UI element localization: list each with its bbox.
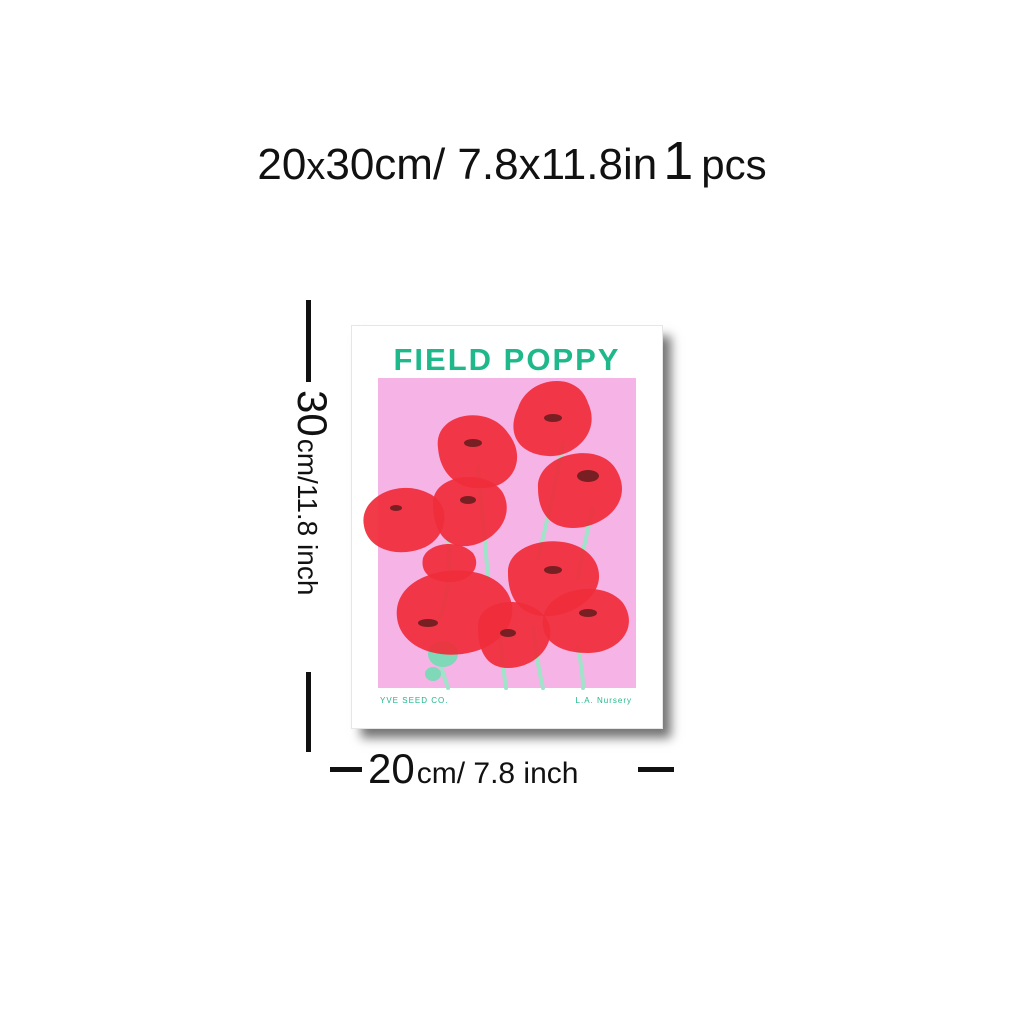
width-dimension-label: 20cm/ 7.8 inch <box>368 748 578 790</box>
height-dimension-line-bottom <box>306 672 311 752</box>
poster-title: FIELD POPPY <box>393 342 621 377</box>
height-unit: cm/11.8 inch <box>292 438 323 596</box>
poppy-centers <box>390 414 599 637</box>
height-value: 30 <box>289 390 336 437</box>
height-dimension-line-top <box>306 300 311 382</box>
width-dimension-line-left <box>330 767 362 772</box>
size-times-text: x <box>306 146 326 188</box>
poppy-artwork <box>363 378 636 690</box>
quantity-unit: pcs <box>701 141 767 188</box>
size-width-text: 20 <box>257 140 307 189</box>
quantity-value: 1 <box>663 131 694 191</box>
height-dimension-label: 30cm/11.8 inch <box>289 390 336 660</box>
poster-footer-left: YVE SEED CO. <box>380 696 449 705</box>
width-unit: cm/ 7.8 inch <box>416 757 579 790</box>
poster-print: FIELD POPPY <box>351 325 663 729</box>
width-dimension-line-right <box>638 767 674 772</box>
poppy-flowers <box>363 380 629 668</box>
size-height-text: 30cm/ 7.8x11.8in <box>325 140 658 189</box>
width-value: 20 <box>368 745 415 792</box>
product-size-heading: 20x30cm/ 7.8x11.8in 1 pcs <box>0 134 1024 188</box>
poster-footer-right: L.A. Nursery <box>575 696 632 705</box>
